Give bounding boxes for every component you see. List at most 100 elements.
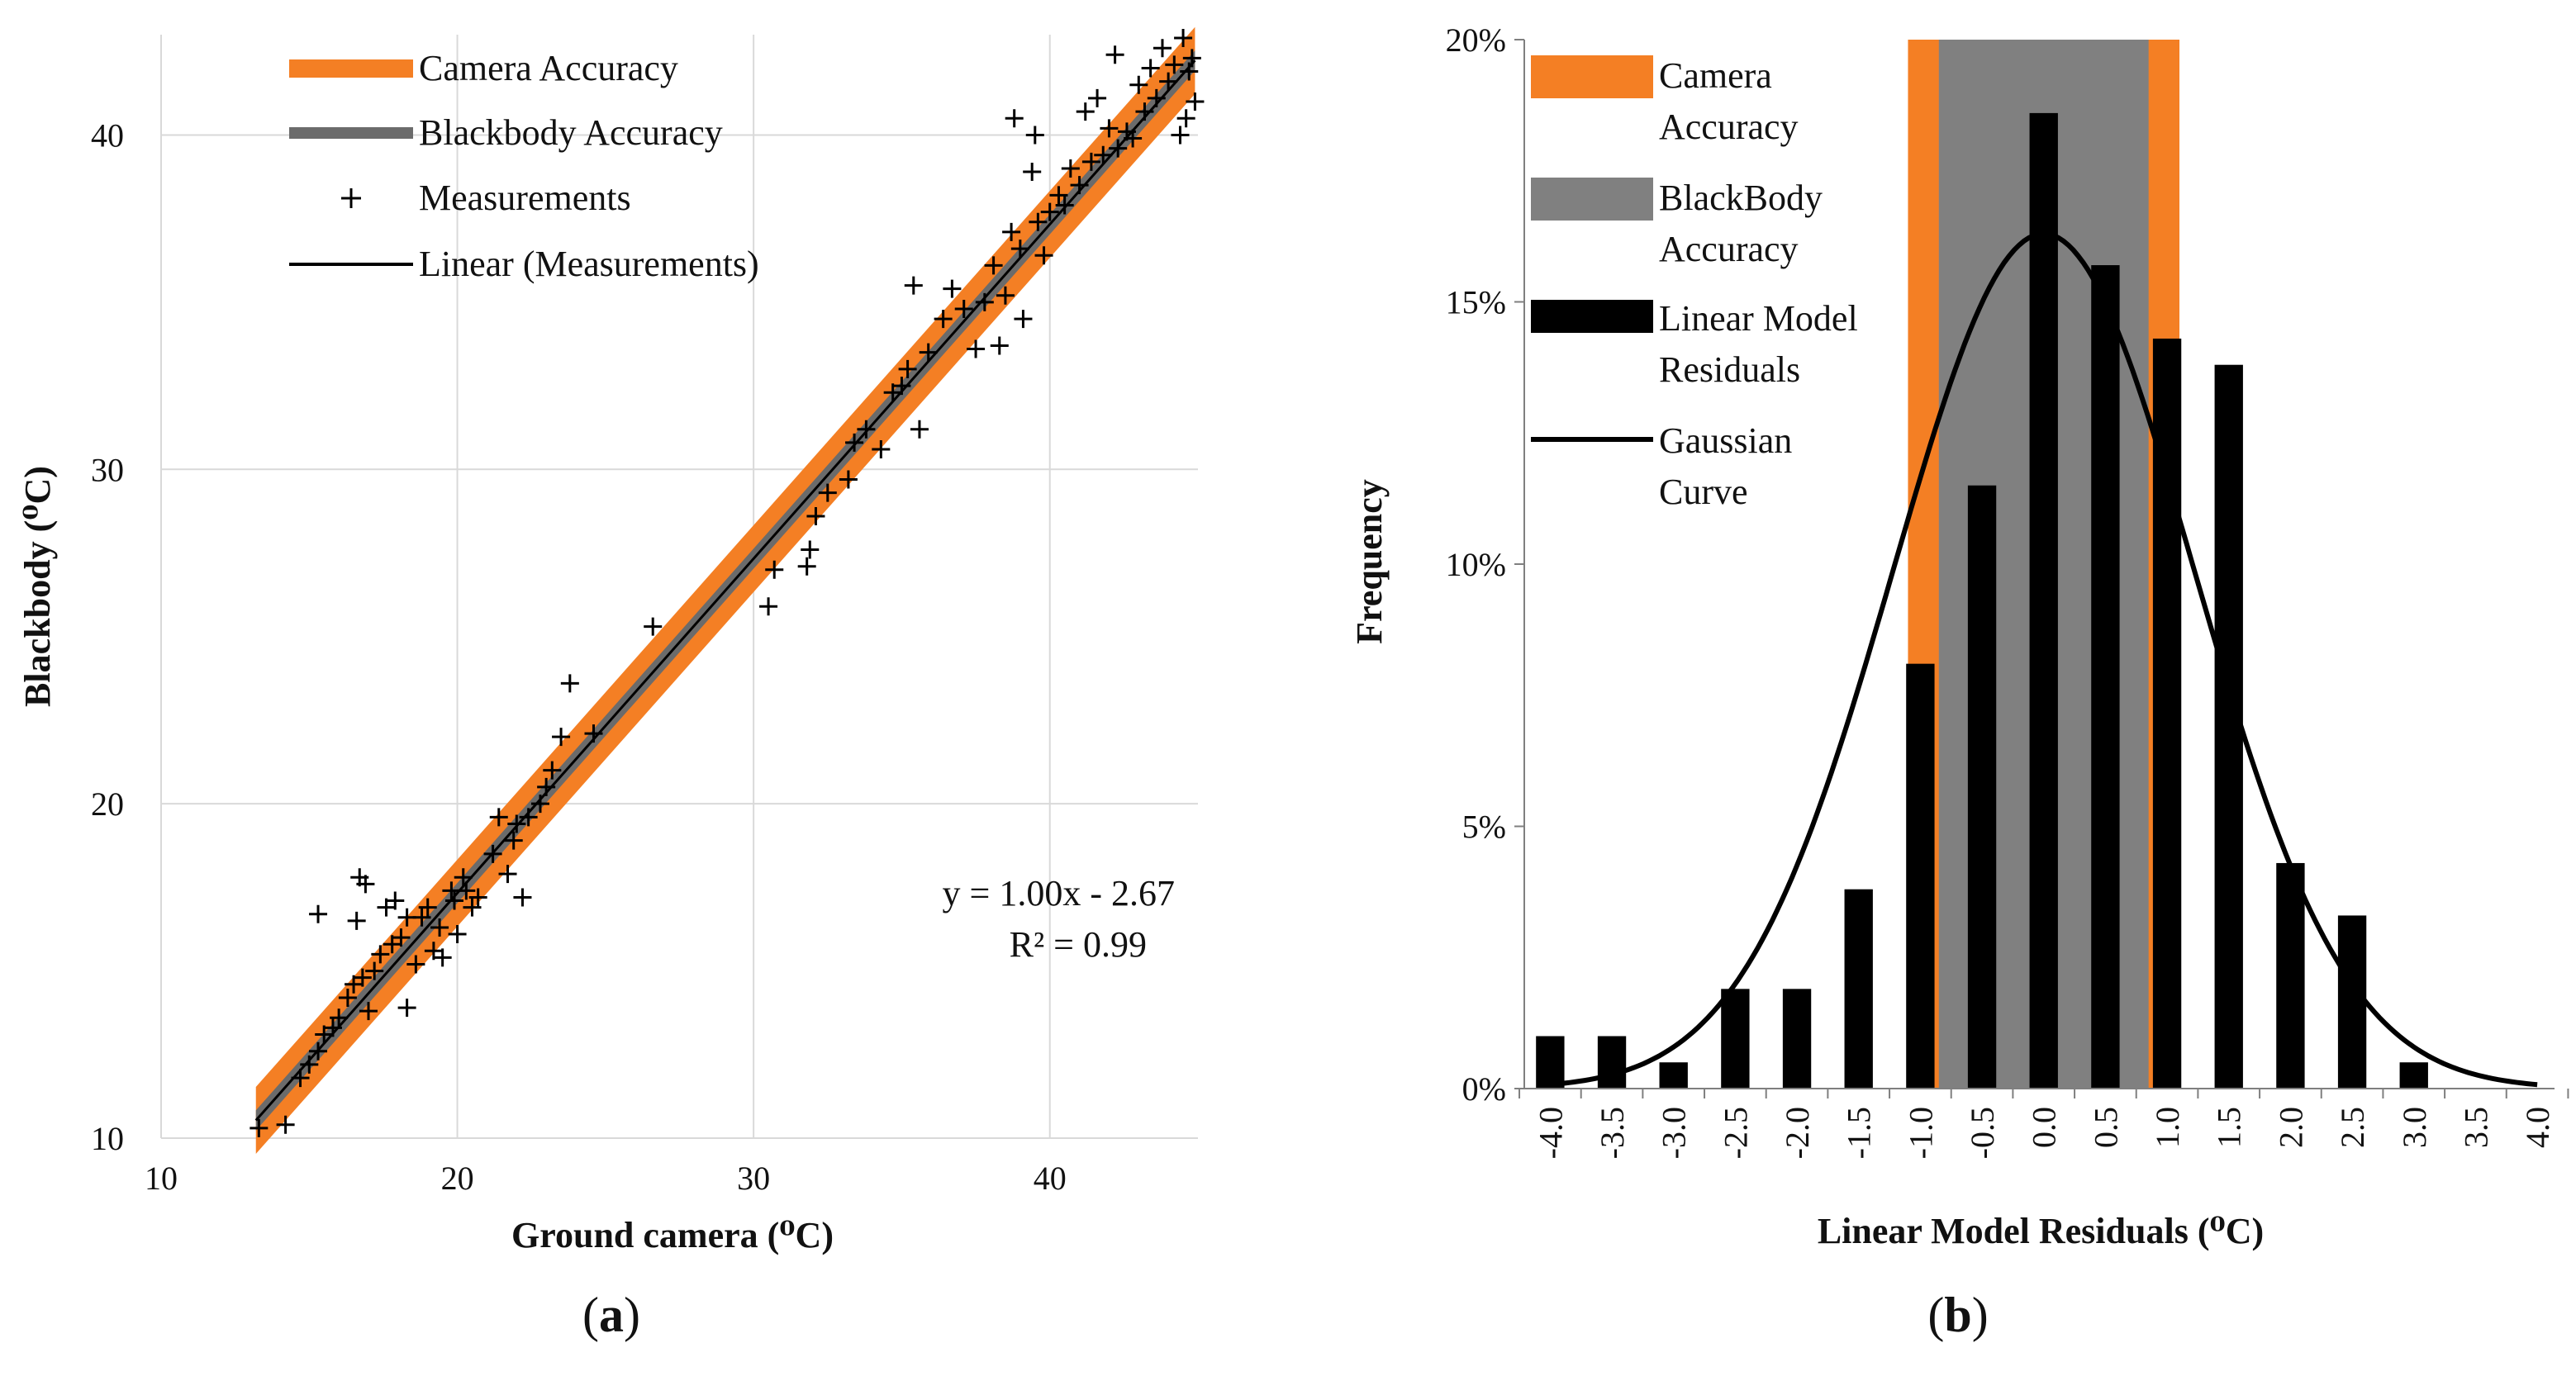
y-tick-label: 30 bbox=[91, 451, 124, 488]
measurement-point bbox=[543, 761, 562, 780]
measurement-point bbox=[489, 808, 508, 827]
measurement-point bbox=[1049, 186, 1068, 205]
measurement-point bbox=[448, 925, 467, 944]
measurement-point bbox=[644, 617, 663, 636]
x-tick-label: 0.0 bbox=[2026, 1107, 2063, 1148]
measurement-point bbox=[1088, 88, 1107, 107]
y-axis-label: Blackbody (⁰C) bbox=[17, 466, 58, 707]
measurement-point bbox=[309, 904, 328, 923]
measurement-point bbox=[498, 865, 517, 884]
linear-fit bbox=[254, 59, 1196, 1122]
measurement-point bbox=[1174, 29, 1193, 48]
measurement-point bbox=[954, 299, 973, 318]
measurement-point bbox=[898, 359, 917, 378]
measurement-point bbox=[371, 945, 390, 964]
measurement-point bbox=[359, 1002, 378, 1021]
residual-bar bbox=[1659, 1062, 1688, 1089]
measurement-point bbox=[1002, 222, 1021, 241]
residual-bar bbox=[2276, 862, 2305, 1089]
x-tick-label: -2.5 bbox=[1717, 1107, 1754, 1159]
measurement-point bbox=[356, 875, 375, 894]
measurement-point bbox=[1081, 152, 1100, 171]
measurement-point bbox=[1100, 119, 1119, 138]
legend-label-blackbody-accuracy: BlackBody Accuracy bbox=[1659, 178, 1823, 269]
residual-bar bbox=[1844, 889, 1873, 1089]
y-axis-label: Frequency bbox=[1349, 479, 1390, 644]
y-tick-label: 10 bbox=[91, 1120, 124, 1157]
x-tick-labels: 10 20 30 40 bbox=[145, 1160, 1067, 1197]
measurement-point bbox=[1040, 202, 1059, 221]
measurement-point bbox=[1023, 162, 1042, 181]
x-tick-label: 4.0 bbox=[2519, 1107, 2556, 1148]
x-tick-label: 0.5 bbox=[2087, 1107, 2124, 1148]
scatter-chart-panel: Camera Accuracy Blackbody Accuracy Measu… bbox=[17, 26, 1205, 1342]
measurement-point bbox=[1159, 72, 1178, 91]
x-tick-label: -0.5 bbox=[1964, 1107, 2001, 1159]
measurement-point bbox=[984, 256, 1003, 275]
linear-fit-line bbox=[254, 59, 1196, 1122]
measurement-point bbox=[1176, 109, 1195, 128]
measurement-point bbox=[392, 928, 411, 947]
x-tick-labels: -4.0 -3.5 -3.0 -2.5 -2.0 -1.5 -1.0 -0.5 0.0 0.5 1.… bbox=[1532, 1107, 2556, 1159]
x-tick-label: -3.0 bbox=[1656, 1107, 1693, 1159]
measurement-point bbox=[1129, 75, 1148, 94]
measurement-point bbox=[365, 961, 384, 980]
measurement-point bbox=[330, 1008, 349, 1027]
residual-bar bbox=[2337, 915, 2367, 1089]
measurement-point bbox=[1061, 159, 1080, 178]
residual-bar bbox=[1906, 663, 1935, 1089]
x-tick-label: -1.0 bbox=[1902, 1107, 1939, 1159]
residual-bar bbox=[1782, 989, 1812, 1089]
measurement-point bbox=[1165, 55, 1184, 74]
measurement-point bbox=[1034, 246, 1053, 265]
measurement-point bbox=[919, 343, 938, 362]
residual-bar bbox=[2029, 112, 2058, 1089]
residual-bar bbox=[2214, 364, 2243, 1089]
measurement-point bbox=[507, 814, 526, 833]
measurement-point bbox=[1105, 45, 1124, 64]
measurement-point bbox=[353, 968, 372, 987]
x-tick-label: 2.5 bbox=[2334, 1107, 2371, 1148]
measurement-point bbox=[910, 420, 929, 439]
residual-bar bbox=[1597, 1036, 1627, 1089]
measurement-point bbox=[1186, 92, 1205, 111]
measurement-point bbox=[513, 888, 532, 907]
gaussian-curve-line bbox=[1550, 230, 2538, 1088]
y-tick-label: 0% bbox=[1462, 1070, 1506, 1108]
y-tick-label: 5% bbox=[1462, 809, 1506, 846]
measurement-point bbox=[504, 831, 523, 850]
measurement-point bbox=[1025, 126, 1044, 145]
residual-bar bbox=[1536, 1036, 1565, 1089]
histogram-chart-panel: Camera Accuracy BlackBody Accuracy Linear … bbox=[1349, 21, 2569, 1342]
legend-label-gaussian-curve: Gaussian Curve bbox=[1659, 420, 1792, 512]
x-tick-label: -2.0 bbox=[1779, 1107, 1816, 1159]
measurement-point bbox=[347, 911, 366, 930]
measurement-point bbox=[934, 310, 953, 329]
r-squared-value: R² = 0.99 bbox=[1010, 924, 1147, 965]
x-tick-label: 10 bbox=[145, 1160, 178, 1197]
y-tick-label: 10% bbox=[1446, 546, 1506, 583]
residual-bar bbox=[2091, 265, 2120, 1089]
y-tick-labels: 0% 5% 10% 15% 20% bbox=[1446, 21, 1506, 1108]
legend-label-camera-accuracy: Camera Accuracy bbox=[1659, 55, 1799, 147]
measurement-point bbox=[468, 888, 487, 907]
measurement-point bbox=[250, 1118, 269, 1137]
legend-swatch-linear-model-residuals bbox=[1531, 300, 1653, 333]
measurement-point bbox=[560, 674, 579, 693]
legend-label-linear-model-residuals: Linear Model Residuals bbox=[1659, 298, 1858, 390]
x-tick-label: -1.5 bbox=[1841, 1107, 1878, 1159]
x-tick-label: 1.0 bbox=[2149, 1107, 2186, 1148]
x-tick-label: 1.5 bbox=[2211, 1107, 2248, 1148]
x-tick-label: 3.0 bbox=[2396, 1107, 2433, 1148]
measurement-point bbox=[412, 908, 431, 927]
measurement-point bbox=[276, 1115, 295, 1134]
measurement-point bbox=[1094, 145, 1113, 164]
x-tick-label: 30 bbox=[737, 1160, 770, 1197]
x-tick-label: 20 bbox=[441, 1160, 474, 1197]
y-tick-label: 15% bbox=[1446, 284, 1506, 321]
measurement-point bbox=[397, 999, 416, 1018]
legend: Camera Accuracy Blackbody Accuracy Measu… bbox=[289, 48, 759, 284]
legend-swatch-blackbody-accuracy bbox=[1531, 178, 1653, 221]
legend-label-camera-accuracy: Camera Accuracy bbox=[419, 48, 678, 88]
